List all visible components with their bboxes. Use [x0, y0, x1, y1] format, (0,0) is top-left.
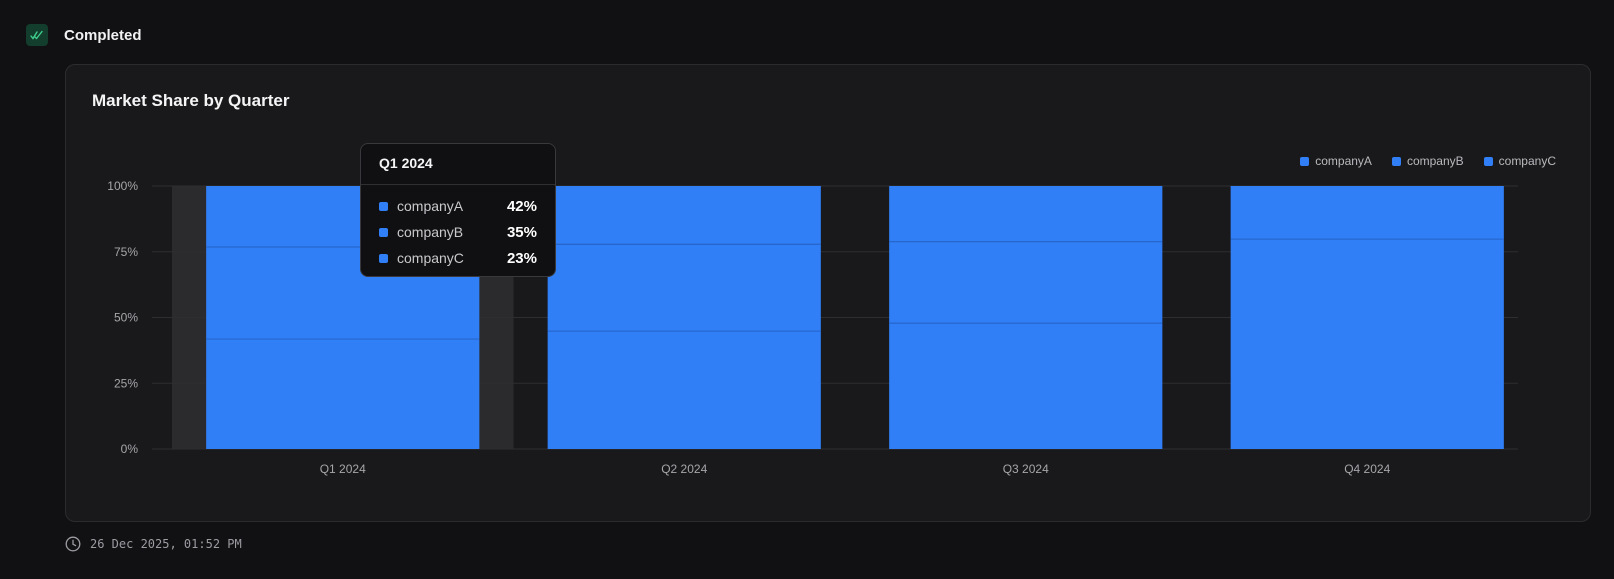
- y-tick-label: 75%: [114, 245, 138, 259]
- legend-item[interactable]: companyC: [1483, 154, 1556, 168]
- tooltip-series-value: 23%: [506, 249, 537, 267]
- tooltip-series-name: companyA: [397, 198, 464, 214]
- bar-segment-companyA: [889, 322, 1163, 449]
- bar-segment-companyC: [1230, 186, 1504, 239]
- tooltip-row: companyB 35%: [379, 219, 537, 245]
- legend-swatch: [1483, 156, 1493, 166]
- legend-label: companyA: [1315, 154, 1372, 168]
- status-label: Completed: [64, 26, 142, 44]
- tooltip-series-value: 35%: [506, 223, 537, 241]
- tooltip-title: Q1 2024: [361, 144, 555, 185]
- tooltip-row: companyA 42%: [379, 193, 537, 219]
- x-tick-label: Q1 2024: [320, 462, 366, 476]
- y-tick-label: 100%: [107, 179, 138, 193]
- status-row: Completed: [26, 24, 142, 46]
- legend-swatch: [1391, 156, 1401, 166]
- legend-item[interactable]: companyB: [1391, 154, 1464, 168]
- x-tick-label: Q4 2024: [1344, 462, 1390, 476]
- x-tick-label: Q3 2024: [1003, 462, 1049, 476]
- bar-segment-companyA: [1230, 238, 1504, 449]
- tooltip-swatch: [379, 253, 388, 263]
- y-tick-label: 50%: [114, 311, 138, 325]
- timestamp: 26 Dec 2025, 01:52 PM: [90, 537, 242, 551]
- bar-segment-companyA: [547, 330, 821, 449]
- bar-segment-companyC: [889, 186, 1163, 242]
- bar-segment-companyB: [889, 241, 1163, 323]
- bar-segment-companyB: [547, 243, 821, 331]
- legend-label: companyB: [1406, 154, 1464, 168]
- chart-title: Market Share by Quarter: [92, 91, 290, 110]
- timestamp-row: 26 Dec 2025, 01:52 PM: [65, 536, 242, 552]
- chart-legend: companyA companyB companyC: [1300, 154, 1556, 168]
- tooltip-series-value: 42%: [506, 197, 537, 215]
- y-tick-label: 0%: [121, 442, 139, 456]
- double-check-icon: [26, 24, 48, 46]
- chart-card: Market Share by Quarter companyA companyB…: [65, 64, 1591, 522]
- clock-icon: [65, 536, 81, 552]
- legend-swatch: [1300, 156, 1310, 166]
- y-tick-label: 25%: [114, 376, 138, 390]
- legend-item[interactable]: companyA: [1300, 154, 1372, 168]
- tooltip-swatch: [379, 201, 388, 211]
- legend-label: companyC: [1498, 154, 1556, 168]
- stacked-bar-chart: 0% 25% 50% 75% 100% Q1 2024 Q2 2024 Q3 2024 Q4 2…: [107, 179, 1518, 476]
- tooltip-swatch: [379, 227, 388, 237]
- tooltip-row: companyC 23%: [379, 245, 537, 271]
- bar-segment-companyC: [547, 186, 821, 244]
- bar-segment-companyA: [206, 338, 480, 449]
- tooltip-series-name: companyC: [397, 250, 464, 266]
- tooltip-series-name: companyB: [397, 224, 464, 240]
- chart-tooltip: Q1 2024 companyA 42% companyB 35% compan…: [360, 143, 556, 277]
- x-tick-label: Q2 2024: [661, 462, 707, 476]
